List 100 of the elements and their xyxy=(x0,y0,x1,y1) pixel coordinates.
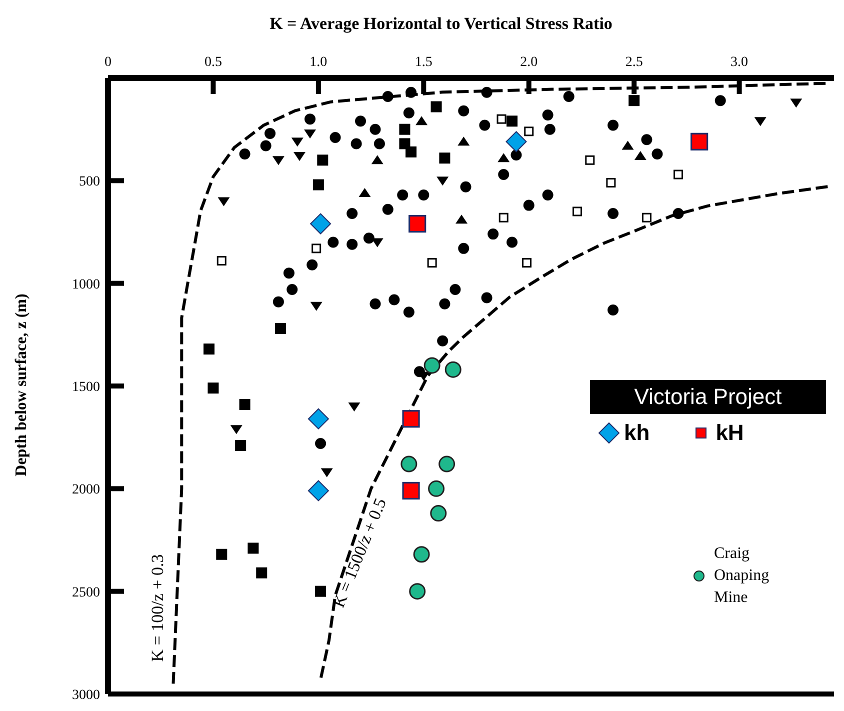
point xyxy=(293,152,306,162)
point xyxy=(542,190,554,201)
point xyxy=(363,232,374,244)
point xyxy=(409,583,426,600)
point xyxy=(400,456,418,472)
point xyxy=(283,268,294,279)
point xyxy=(348,402,360,412)
point xyxy=(458,242,470,254)
y-tick-label: 500 xyxy=(79,174,100,190)
point xyxy=(542,109,554,120)
point xyxy=(510,150,522,160)
point xyxy=(444,361,462,378)
point xyxy=(408,214,426,233)
point xyxy=(413,546,430,563)
x-tick-label: 2.5 xyxy=(625,55,643,70)
point xyxy=(506,116,518,127)
point xyxy=(622,140,634,150)
point xyxy=(608,304,619,316)
legend-label: kH xyxy=(716,420,744,446)
point xyxy=(416,116,428,126)
x-tick-label: 1.0 xyxy=(310,55,328,70)
point xyxy=(315,438,326,449)
point xyxy=(388,294,400,306)
point xyxy=(218,197,230,206)
point xyxy=(524,126,534,136)
point xyxy=(272,296,284,308)
point xyxy=(439,152,450,164)
point xyxy=(544,124,556,135)
point xyxy=(438,456,456,472)
y-axis-title: Depth below surface, z (m) xyxy=(13,292,31,478)
y-tick-label: 2500 xyxy=(72,585,100,600)
point xyxy=(790,98,802,108)
point xyxy=(350,138,362,150)
point xyxy=(430,101,442,112)
point xyxy=(382,90,394,102)
x-tick-label: 2.0 xyxy=(520,55,538,70)
point xyxy=(370,298,381,310)
point xyxy=(439,298,450,310)
point xyxy=(406,86,417,98)
point xyxy=(260,140,272,152)
point xyxy=(427,258,437,268)
annotation: K = 100/z + 0.3 xyxy=(148,553,168,664)
point xyxy=(382,204,394,215)
point xyxy=(608,208,619,220)
point xyxy=(498,212,508,222)
point xyxy=(460,181,472,192)
point xyxy=(286,284,298,295)
point xyxy=(208,382,219,394)
point xyxy=(308,480,329,502)
point xyxy=(304,114,316,125)
x-tick-label: 0.5 xyxy=(204,55,222,70)
point xyxy=(506,236,518,248)
point xyxy=(304,129,316,138)
point xyxy=(204,344,215,355)
point xyxy=(754,117,766,126)
point xyxy=(230,425,242,434)
point xyxy=(572,206,582,216)
point xyxy=(498,169,510,180)
point xyxy=(355,116,366,127)
point xyxy=(239,148,250,160)
point xyxy=(496,114,506,124)
x-tick-label: 1.5 xyxy=(414,55,432,70)
point xyxy=(672,208,684,220)
legend-label: kh xyxy=(624,420,650,446)
point xyxy=(456,214,468,224)
point xyxy=(346,208,358,220)
point xyxy=(458,136,470,146)
point xyxy=(239,398,250,410)
point xyxy=(641,134,652,146)
y-tick-label: 1000 xyxy=(72,277,100,292)
point xyxy=(642,212,652,222)
point xyxy=(428,480,445,497)
point xyxy=(403,107,414,118)
point xyxy=(312,244,322,254)
point xyxy=(216,548,228,560)
point xyxy=(585,155,595,165)
point xyxy=(399,124,410,135)
point xyxy=(488,228,499,240)
point xyxy=(674,170,684,180)
legend-header: Victoria Project xyxy=(590,380,826,414)
point xyxy=(714,95,726,106)
point xyxy=(606,178,616,188)
point xyxy=(430,505,447,522)
point xyxy=(248,542,259,554)
point xyxy=(498,153,510,162)
y-tick-label: 3000 xyxy=(72,688,100,703)
legend-label: Craig Onaping Mine xyxy=(714,544,770,608)
point xyxy=(330,132,341,144)
point xyxy=(563,90,574,102)
point xyxy=(424,357,440,374)
point xyxy=(346,238,358,250)
point xyxy=(402,410,420,428)
point xyxy=(403,306,414,318)
point xyxy=(315,586,326,597)
point xyxy=(235,440,246,452)
point xyxy=(306,259,318,270)
point xyxy=(481,86,492,98)
point xyxy=(291,138,304,147)
point xyxy=(370,124,381,135)
point xyxy=(312,179,324,190)
